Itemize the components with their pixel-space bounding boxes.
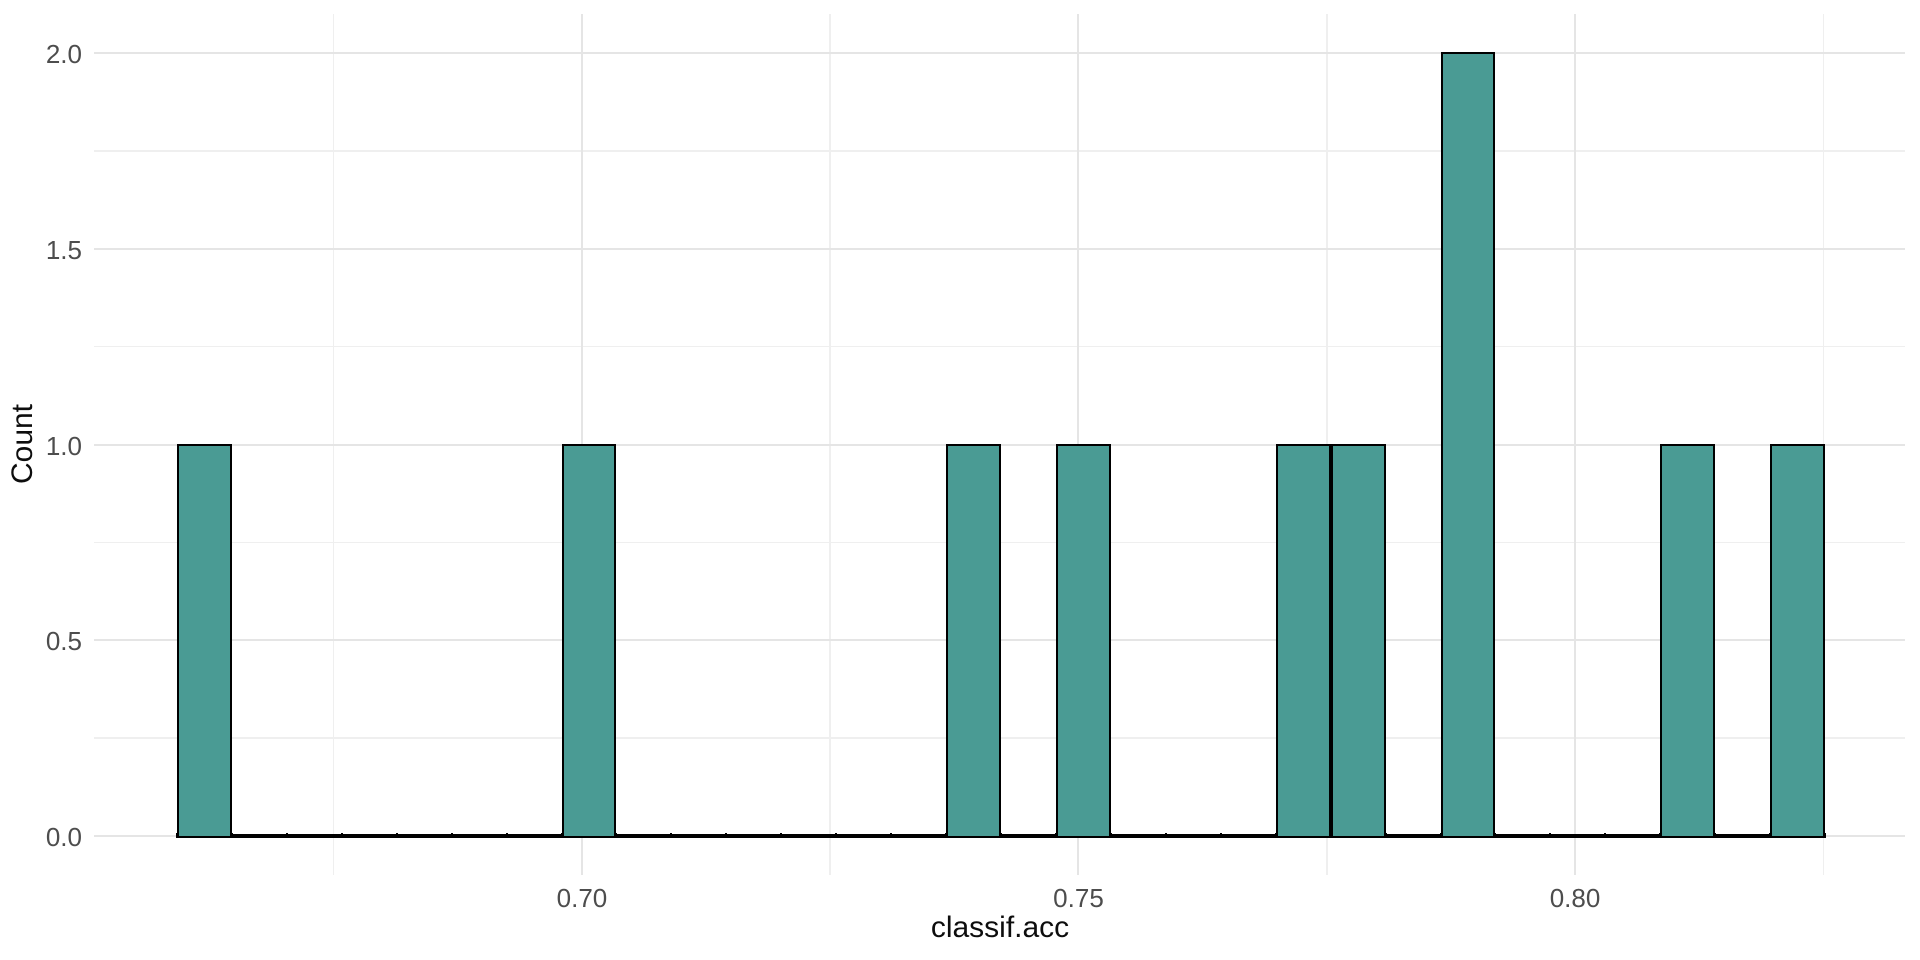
histogram-bar <box>1330 443 1386 838</box>
bin-edge-mark <box>1604 833 1607 839</box>
bin-edge-mark <box>1219 833 1222 839</box>
bin-edge-mark <box>1000 833 1003 839</box>
x-tick-label: 0.80 <box>1549 883 1601 913</box>
bin-edge-mark <box>1384 833 1387 839</box>
bin-edge-mark <box>1549 833 1552 839</box>
x-axis-title: classif.acc <box>930 911 1070 944</box>
histogram-bar <box>561 443 617 838</box>
y-minor-gridline <box>94 345 1905 348</box>
histogram-bar <box>1055 443 1111 838</box>
y-major-gridline <box>94 247 1905 250</box>
bin-edge-mark <box>1494 833 1497 839</box>
bin-edge-mark <box>450 833 453 839</box>
histogram-bar <box>946 443 1002 838</box>
bin-edge-mark <box>395 833 398 839</box>
y-tick-label: 1.0 <box>45 430 82 461</box>
histogram-bar <box>1440 52 1496 838</box>
bin-edge-mark <box>725 833 728 839</box>
x-major-gridline <box>1574 14 1576 875</box>
x-tick-label: 0.75 <box>1053 883 1104 913</box>
histogram-bar <box>1770 443 1826 838</box>
bin-edge-mark <box>1109 833 1112 839</box>
bin-edge-mark <box>780 833 783 839</box>
bin-edge-mark <box>835 833 838 839</box>
histogram-bar <box>1275 443 1331 838</box>
bin-edge-mark <box>285 833 288 839</box>
histogram-bar <box>1660 443 1716 838</box>
y-major-gridline <box>94 52 1905 55</box>
bin-edge-mark <box>505 833 508 839</box>
bin-edge-mark <box>890 833 893 839</box>
y-tick-label: 0.0 <box>45 821 82 852</box>
bin-edge-mark <box>1824 833 1827 839</box>
y-tick-label: 1.5 <box>45 234 82 265</box>
bin-edge-mark <box>230 833 233 839</box>
histogram-bar <box>177 443 232 838</box>
y-tick-label: 2.0 <box>45 39 82 70</box>
bin-edge-mark <box>615 833 618 839</box>
bin-edge-mark <box>1164 833 1167 839</box>
x-tick-label: 0.70 <box>556 883 608 913</box>
bin-edge-mark <box>1714 833 1717 839</box>
y-tick-label: 0.5 <box>45 626 82 657</box>
y-minor-gridline <box>94 150 1905 152</box>
bin-edge-mark <box>670 833 673 839</box>
bin-edge-mark <box>340 833 343 839</box>
plot-panel <box>94 14 1905 875</box>
